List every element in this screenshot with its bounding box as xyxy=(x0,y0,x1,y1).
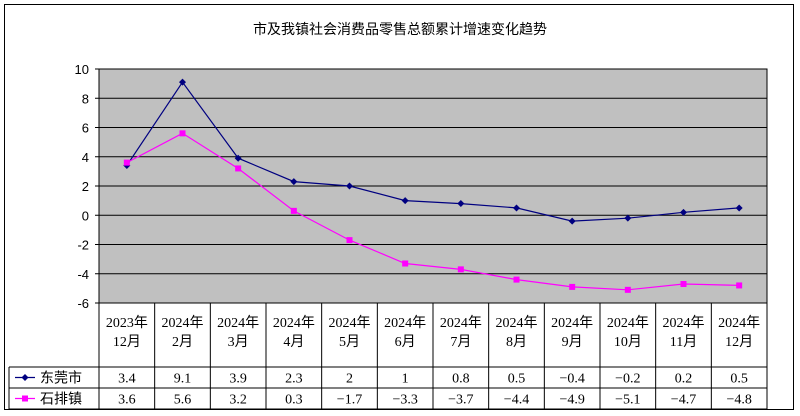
x-category-label: 2024年 4月 xyxy=(273,315,315,350)
legend-label: 东莞市 xyxy=(40,370,82,387)
x-category-label: 2024年 6月 xyxy=(384,315,426,350)
data-label: 0.5 xyxy=(508,372,526,387)
data-label: 0.2 xyxy=(675,372,693,387)
data-label: 3.9 xyxy=(229,372,247,387)
data-label: 3.4 xyxy=(118,372,136,387)
data-label: −4.7 xyxy=(671,393,696,408)
data-point xyxy=(290,178,298,186)
data-label: −3.7 xyxy=(448,393,473,408)
line-chart: 市及我镇社会消费品零售总额累计增速变化趋势 10 8 6 4 2 0 -2 -4 -6 2023… xyxy=(8,21,768,410)
data-point xyxy=(457,200,465,208)
data-point xyxy=(624,214,632,222)
data-point xyxy=(624,286,631,293)
x-category-label: 2024年 9月 xyxy=(551,315,593,350)
data-point xyxy=(346,237,353,244)
data-label: 5.6 xyxy=(174,393,192,408)
chart-title: 市及我镇社会消费品零售总额累计增速变化趋势 xyxy=(253,21,547,38)
x-category-label: 2023年 12月 xyxy=(106,315,148,350)
data-label: 9.1 xyxy=(174,372,192,387)
data-label: 0.5 xyxy=(730,372,748,387)
data-label: 1 xyxy=(402,372,409,387)
data-point xyxy=(401,197,409,205)
data-label: 2 xyxy=(346,372,353,387)
y-tick-label: 0 xyxy=(82,208,89,223)
x-category-label: 2024年 12月 xyxy=(718,315,760,350)
data-point xyxy=(736,282,743,289)
y-tick-label: 6 xyxy=(82,121,89,136)
y-tick-label: 2 xyxy=(82,179,89,194)
y-tick-label: 4 xyxy=(82,150,89,165)
data-label: 3.6 xyxy=(118,393,136,408)
data-label: −1.7 xyxy=(337,393,362,408)
x-category-label: 2024年 5月 xyxy=(329,315,371,350)
series-line-2 xyxy=(126,132,740,291)
series-line-1 xyxy=(126,81,740,222)
x-category-label: 2024年 3月 xyxy=(217,315,259,350)
data-label: 0.8 xyxy=(452,372,470,387)
data-point xyxy=(680,208,687,216)
x-category-label: 2024年 10月 xyxy=(607,315,649,350)
y-tick-label: -6 xyxy=(77,296,89,311)
data-point xyxy=(513,276,520,283)
data-point xyxy=(569,283,576,290)
data-point xyxy=(680,280,687,287)
legend-marker xyxy=(21,374,29,381)
y-tick-label: -2 xyxy=(77,238,89,253)
data-point xyxy=(402,260,409,267)
data-point xyxy=(346,182,353,190)
data-label: −0.4 xyxy=(559,372,584,387)
data-label: −4.8 xyxy=(726,393,751,408)
data-point xyxy=(235,165,242,172)
y-tick-label: 10 xyxy=(75,62,89,77)
data-label: 3.2 xyxy=(229,393,247,408)
y-tick-label: -4 xyxy=(77,267,89,282)
x-category-label: 2024年 8月 xyxy=(496,315,538,350)
data-point xyxy=(234,154,242,162)
x-category-label: 2024年 7月 xyxy=(440,315,482,350)
data-point xyxy=(457,266,464,273)
data-label: −3.3 xyxy=(392,393,417,408)
chart-frame: 市及我镇社会消费品零售总额累计增速变化趋势 10 8 6 4 2 0 -2 -4 -6 2023… xyxy=(4,4,794,410)
plot-area xyxy=(98,68,768,304)
data-label: −0.2 xyxy=(615,372,640,387)
data-label: −5.1 xyxy=(615,393,640,408)
series-lines xyxy=(123,78,743,293)
data-point xyxy=(568,217,576,225)
data-point xyxy=(290,207,297,214)
y-tick-label: 8 xyxy=(82,91,89,106)
x-category-label: 2024年 2月 xyxy=(162,315,204,350)
data-point xyxy=(735,204,743,212)
data-label: 2.3 xyxy=(285,372,303,387)
data-point xyxy=(513,204,520,212)
data-point xyxy=(179,78,186,86)
data-label: −4.9 xyxy=(559,393,584,408)
data-table: 2023年 12月 2024年 2月 2024年 3月 2024年 4月 2024年 5月 2024… xyxy=(8,303,768,410)
data-label: −4.4 xyxy=(504,393,529,408)
data-label: 0.3 xyxy=(285,393,303,408)
data-point xyxy=(123,159,130,166)
data-point xyxy=(179,130,186,137)
x-category-label: 2024年 11月 xyxy=(663,315,705,350)
y-axis: 10 8 6 4 2 0 -2 -4 -6 xyxy=(75,62,99,311)
legend-label: 石排镇 xyxy=(40,392,82,408)
legend-marker xyxy=(22,395,28,402)
